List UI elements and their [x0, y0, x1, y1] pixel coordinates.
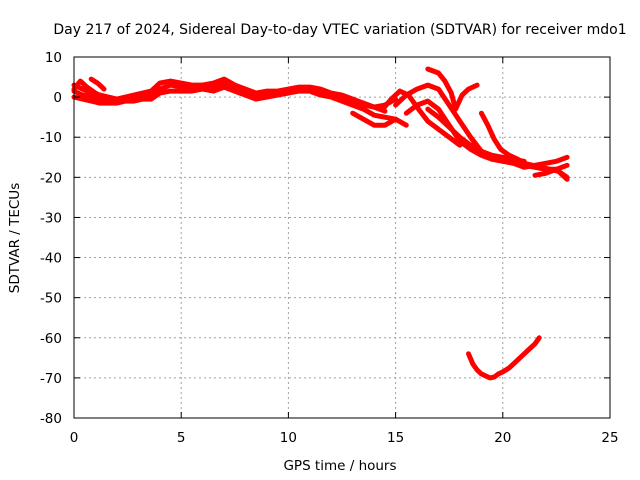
data-series [71, 66, 570, 381]
y-tick-label: -70 [40, 371, 62, 387]
plot-frame [73, 56, 611, 419]
x-tick-label: 0 [70, 430, 79, 446]
y-tick-label: -40 [40, 251, 62, 267]
y-tick-label: 0 [53, 90, 62, 106]
chart-title: Day 217 of 2024, Sidereal Day-to-day VTE… [53, 22, 626, 38]
series-line-track-k [425, 106, 527, 164]
x-tick-label: 10 [280, 430, 297, 446]
x-tick-label: 5 [177, 430, 186, 446]
x-tick-label: 20 [494, 430, 511, 446]
x-tick-label: 15 [387, 430, 404, 446]
series-line-track-m [532, 166, 570, 182]
series-line-track-f [350, 110, 409, 128]
x-tick-label: 25 [601, 430, 618, 446]
series-line-track-j [425, 66, 480, 112]
series-line-track-b [71, 76, 388, 114]
y-tick-label: -60 [40, 331, 62, 347]
series-line-track-c [71, 84, 399, 122]
series-line-track-d [71, 78, 107, 100]
series-line-track-g [371, 88, 463, 148]
series-line-track-n [466, 335, 542, 381]
y-tick-label: -10 [40, 130, 62, 146]
y-tick-label: 10 [45, 50, 62, 66]
x-axis-label: GPS time / hours [283, 458, 396, 474]
y-tick-label: -80 [40, 411, 62, 427]
axis-ticks [73, 56, 611, 419]
y-tick-label: -20 [40, 170, 62, 186]
y-tick-label: -50 [40, 291, 62, 307]
y-axis-label: SDTVAR / TECUs [7, 183, 23, 293]
series-line-track-e [88, 76, 107, 92]
y-tick-label: -30 [40, 210, 62, 226]
tick-labels: 0 5 10 15 20 25 10 0 -10 -20 -30 -40 -50 -60 -70 -80 [40, 50, 619, 446]
